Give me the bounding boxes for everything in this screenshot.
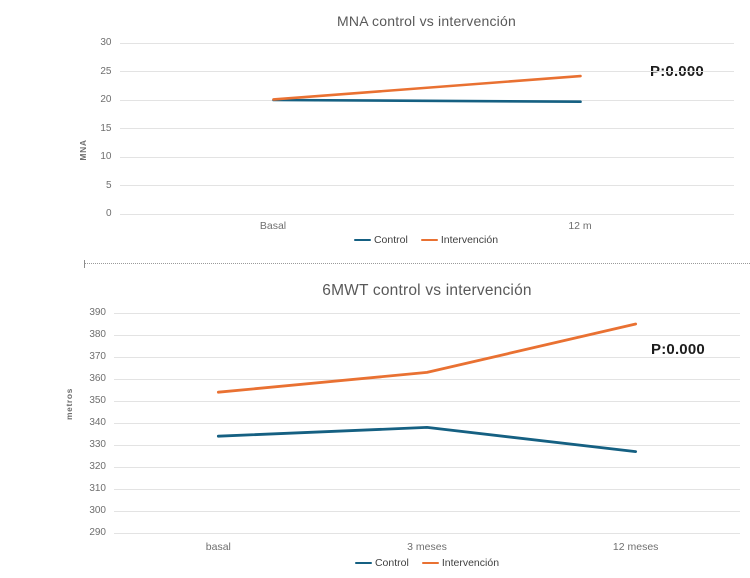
series-lines [271, 74, 582, 104]
gridline [119, 213, 734, 215]
plot-area: 0 5 10 15 20 25 30 Basal 12 m [100, 37, 734, 232]
legend-item: Control [354, 557, 409, 569]
gridline [114, 532, 740, 534]
legend-marker-icon [354, 561, 372, 565]
y-tick-label: 360 [89, 373, 106, 384]
legend-item: Intervención [421, 557, 500, 569]
gridline [114, 444, 740, 446]
x-tick-label: 3 meses [407, 541, 447, 553]
page-break-divider [84, 260, 750, 268]
series-line-intervención [271, 74, 582, 101]
plot-area: 290 300 310 320 330 340 350 360 370 380 390 basal 3 … [89, 307, 740, 553]
gridline [119, 185, 734, 186]
gridline [119, 156, 734, 158]
y-tick-label: 350 [89, 395, 106, 406]
gridline [114, 334, 740, 336]
y-tick-label: 5 [105, 179, 112, 191]
legend-marker-icon [421, 561, 439, 565]
legend: Control Intervención [114, 556, 740, 570]
gridline [119, 71, 734, 72]
legend-label: Control [374, 557, 409, 569]
series-line-control [271, 98, 582, 104]
series-line-intervención [216, 322, 638, 394]
y-tick-label: 25 [100, 65, 112, 77]
y-tick-label: 290 [89, 527, 106, 538]
y-tick-label: 330 [89, 439, 106, 450]
y-tick-label: 340 [89, 417, 106, 428]
gridline [114, 422, 740, 424]
gridline [119, 128, 734, 129]
x-tick-label: 12 meses [612, 541, 659, 553]
legend-item: Control [353, 234, 408, 246]
legend-label: Control [373, 234, 408, 246]
y-tick-label: 320 [89, 461, 106, 472]
gridline [114, 400, 740, 402]
legend-label: Intervención [440, 234, 499, 246]
y-tick-label: 390 [89, 307, 106, 318]
gridline [114, 488, 740, 490]
y-tick-label: 30 [100, 37, 112, 48]
y-tick-label: 380 [89, 329, 106, 340]
x-tick-label: basal [205, 541, 231, 553]
gridline [114, 312, 740, 314]
legend-item: Intervención [420, 234, 499, 246]
legend: Control Intervención [119, 233, 733, 247]
y-tick-label: 0 [105, 208, 112, 219]
chart-title: 6MWT control vs intervención [322, 282, 532, 299]
y-tick-label: 310 [89, 483, 106, 494]
series-lines [216, 322, 638, 454]
x-tick-label: 12 m [568, 220, 592, 232]
gridline [119, 42, 734, 44]
legend-marker-icon [420, 238, 438, 242]
legend-label: Intervención [441, 557, 500, 569]
y-tick-label: 20 [100, 94, 112, 105]
chart-title: MNA control vs intervención [337, 13, 516, 29]
gridline [114, 466, 740, 468]
y-tick-label: 15 [100, 122, 112, 134]
y-tick-label: 370 [89, 351, 106, 362]
x-tick-label: Basal [259, 220, 287, 232]
y-tick-label: 10 [100, 151, 112, 162]
y-tick-label: 300 [89, 505, 106, 516]
legend-marker-icon [353, 238, 371, 242]
divider-tick [84, 260, 85, 268]
p-value-annotation: P:0.000 [651, 341, 705, 358]
gridline [114, 356, 740, 358]
series-line-control [216, 426, 638, 454]
gridline [114, 510, 740, 512]
gridline [114, 378, 740, 380]
